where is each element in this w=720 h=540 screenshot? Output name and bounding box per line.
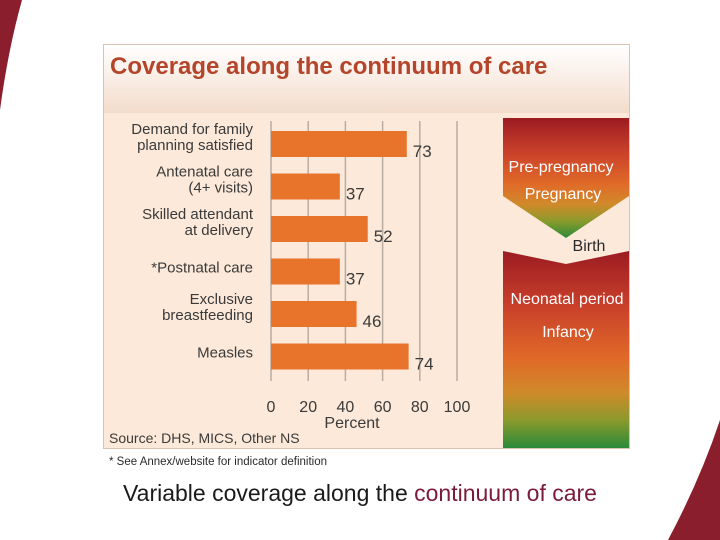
category-label: *Postnatal care (151, 260, 253, 277)
slide-caption: Variable coverage along the continuum of… (0, 480, 720, 507)
bar (271, 343, 409, 370)
category-label: planning satisfied (137, 137, 253, 154)
x-tick-label: 20 (299, 399, 317, 416)
x-tick-label: 0 (267, 399, 276, 416)
stage-label-neonatal: Neonatal period (511, 291, 624, 308)
caption-highlight: continuum of care (414, 480, 597, 506)
category-label: Measles (197, 345, 253, 362)
bar (271, 173, 340, 200)
stage-arrow-top (503, 118, 629, 238)
bar (271, 131, 407, 157)
corner-decoration-bottom-right (668, 420, 720, 540)
bar (271, 258, 340, 285)
bar-value-label: 37 (346, 185, 365, 204)
coverage-chart: Coverage along the continuum of care Pre… (103, 44, 630, 468)
stage-label-birth: Birth (573, 238, 606, 255)
corner-decoration-top-left (0, 0, 22, 110)
stage-label-pre-pregnancy: Pre-pregnancy (509, 159, 614, 176)
bar-value-label: 73 (413, 142, 432, 161)
category-label: Skilled attendant (142, 206, 254, 223)
stage-band: Pre-pregnancy Pregnancy Birth Neonatal p… (503, 118, 629, 448)
x-tick-label: 40 (337, 399, 355, 416)
category-label: Exclusive (190, 291, 253, 308)
stage-arrow-bottom (503, 251, 629, 448)
category-label: Antenatal care (156, 164, 253, 181)
stage-label-pregnancy: Pregnancy (525, 186, 602, 203)
bar-value-label: 52 (374, 227, 393, 246)
category-label: (4+ visits) (188, 180, 253, 197)
bar-value-label: 37 (346, 270, 365, 289)
x-tick-label: 100 (444, 399, 471, 416)
source-note: Source: DHS, MICS, Other NS (109, 430, 300, 446)
footnote: * See Annex/website for indicator defini… (109, 456, 327, 468)
x-axis-ticks: 0 20 40 60 80 100 (267, 399, 471, 416)
bar-value-label: 46 (363, 312, 382, 331)
x-tick-label: 80 (411, 399, 429, 416)
bars: 73 37 52 37 46 74 (271, 131, 434, 374)
stage-label-infancy: Infancy (542, 324, 594, 341)
bar-value-label: 74 (415, 355, 434, 374)
category-label: Demand for family (131, 121, 253, 138)
bar (271, 216, 368, 242)
bar (271, 301, 357, 327)
caption-text: Variable coverage along the (123, 480, 415, 506)
gridlines (270, 121, 458, 381)
title-band (104, 45, 629, 113)
category-label: at delivery (185, 222, 254, 239)
chart-title: Coverage along the continuum of care (110, 53, 547, 80)
x-tick-label: 60 (374, 399, 392, 416)
category-label: breastfeeding (162, 307, 253, 324)
x-axis-title: Percent (324, 415, 380, 432)
